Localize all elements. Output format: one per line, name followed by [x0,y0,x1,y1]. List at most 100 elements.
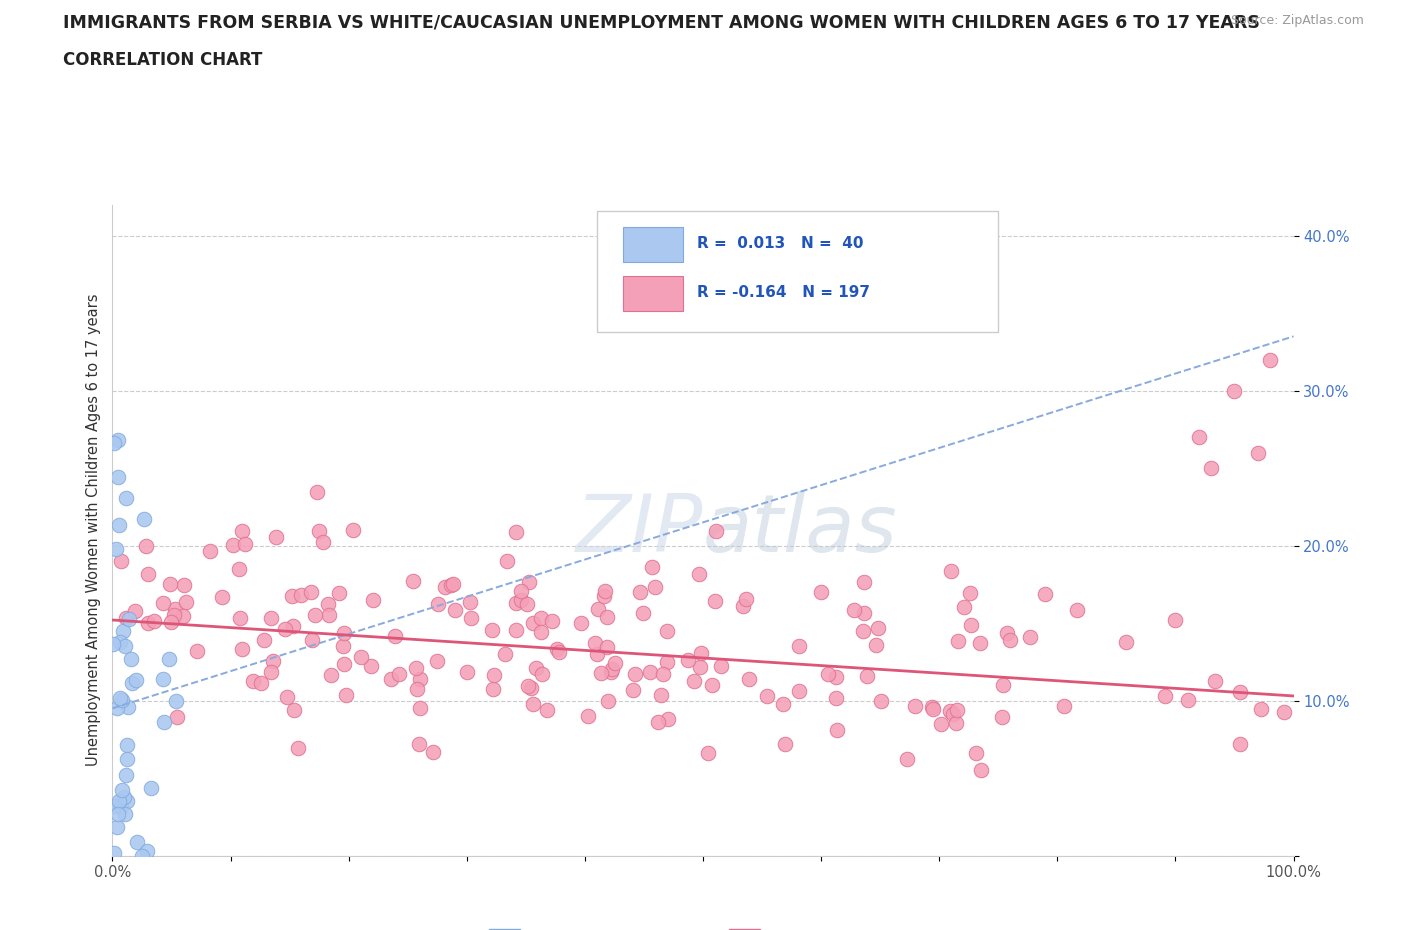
Legend: Immigrants from Serbia, Whites/Caucasians: Immigrants from Serbia, Whites/Caucasian… [482,922,924,930]
Point [540,614,562,629]
Point [683,673,706,688]
Point [657,624,679,639]
Point [115,751,138,766]
Point [440,578,463,592]
Point [959,618,981,632]
Point [114,638,136,653]
Point [1019,630,1042,644]
Point [136,616,159,631]
Point [530,611,553,626]
FancyBboxPatch shape [596,211,998,332]
Point [1223,383,1246,398]
Point [173,578,195,593]
Point [922,702,945,717]
Point [1258,352,1281,367]
Point [576,709,599,724]
Point [965,746,987,761]
Point [505,595,527,610]
Point [342,523,364,538]
Point [274,622,297,637]
Point [773,737,796,751]
Point [595,640,617,655]
Point [107,470,129,485]
Point [321,667,343,682]
Point [409,701,432,716]
Point [647,714,669,729]
Point [628,584,651,599]
Point [772,697,794,711]
Point [228,610,250,625]
Point [510,584,533,599]
Point [589,665,612,680]
Point [494,647,516,662]
Point [426,654,449,669]
Point [710,658,733,673]
Point [945,716,967,731]
Point [548,644,571,659]
Point [387,667,409,682]
Point [281,589,304,604]
Point [460,611,482,626]
Point [249,675,271,690]
Point [165,694,187,709]
Point [505,525,527,539]
Point [596,609,619,624]
Point [704,524,727,538]
Point [852,623,875,638]
Point [332,626,354,641]
Point [221,538,243,552]
Point [825,691,848,706]
Point [1229,737,1251,751]
Point [496,553,519,568]
FancyBboxPatch shape [623,275,683,311]
Point [186,644,208,658]
Text: R = -0.164   N = 197: R = -0.164 N = 197 [697,285,870,300]
Point [621,683,644,698]
Point [631,605,654,620]
Point [115,738,138,753]
Point [697,746,720,761]
Point [228,562,250,577]
Point [136,844,159,858]
Point [596,694,619,709]
Point [135,538,157,553]
Point [408,737,430,751]
Point [105,819,128,834]
Point [318,607,340,622]
Point [111,623,134,638]
Point [422,744,444,759]
Point [107,806,129,821]
Point [312,535,335,550]
Point [505,622,527,637]
Point [131,848,153,863]
Point [101,637,124,652]
Point [517,575,540,590]
Point [586,647,609,662]
Point [600,665,623,680]
Point [825,669,848,684]
Point [262,654,284,669]
Point [689,645,711,660]
Point [112,790,135,804]
Point [700,678,723,693]
Point [969,763,991,777]
Point [231,524,253,538]
Point [644,579,666,594]
Point [638,665,661,680]
Point [132,512,155,526]
Point [110,800,132,815]
Point [593,589,616,604]
FancyBboxPatch shape [623,227,683,262]
Point [546,641,568,656]
Point [125,834,148,849]
Point [650,687,672,702]
Point [938,703,960,718]
Point [993,677,1015,692]
Point [481,623,503,638]
Point [138,567,160,582]
Point [152,595,174,610]
Point [110,553,132,568]
Point [111,782,134,797]
Point [260,610,283,625]
Text: IMMIGRANTS FROM SERBIA VS WHITE/CAUCASIAN UNEMPLOYMENT AMONG WOMEN WITH CHILDREN: IMMIGRANTS FROM SERBIA VS WHITE/CAUCASIA… [63,14,1260,32]
